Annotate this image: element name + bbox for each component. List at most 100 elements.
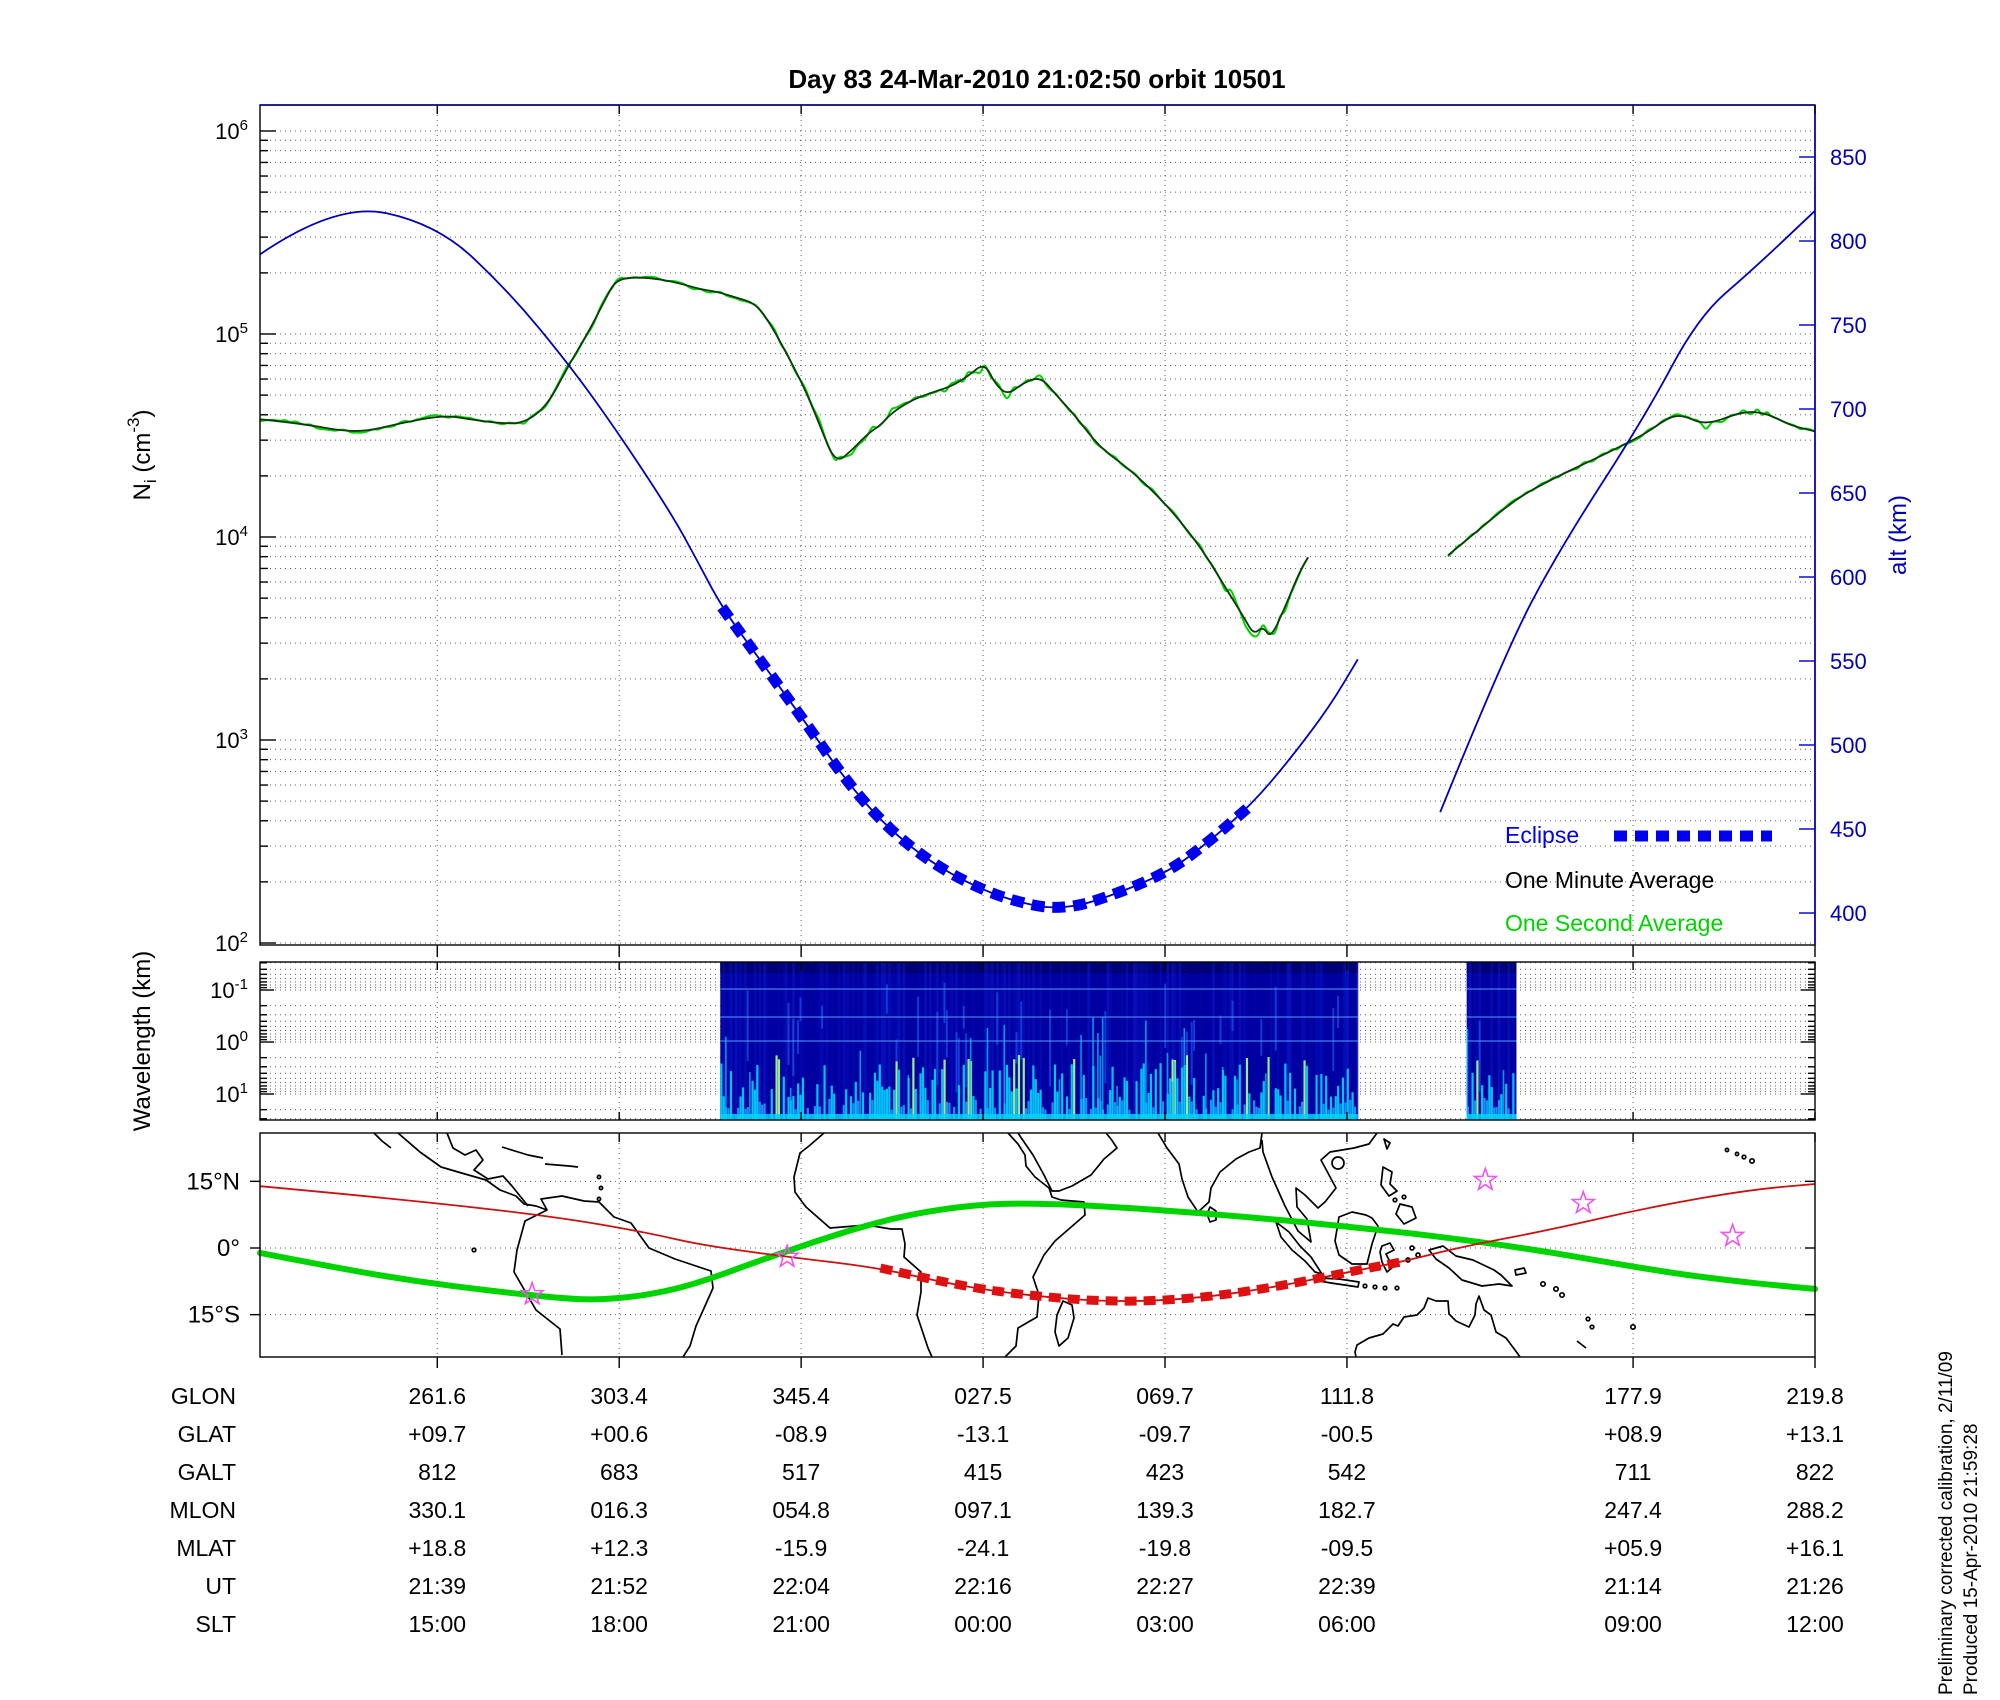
table-cell: 21:52	[590, 1573, 648, 1599]
spec-bottom-streak	[1497, 1099, 1501, 1120]
spec-bottom-streak	[1262, 1081, 1265, 1120]
ground-station-star	[1472, 1166, 1499, 1192]
coast-madagascar	[1054, 1300, 1075, 1347]
spec-bottom-spike	[1003, 1024, 1006, 1120]
table-cell: 016.3	[590, 1497, 648, 1523]
spec-bottom-streak	[1109, 1090, 1112, 1120]
spec-streak	[1164, 983, 1167, 1049]
table-cell: +13.1	[1786, 1421, 1844, 1447]
spec-streak	[1049, 1009, 1052, 1087]
spec-bottom-streak	[1202, 1095, 1205, 1120]
coast-india	[1157, 1132, 1263, 1213]
spec-bottom-streak	[1142, 1063, 1145, 1120]
axes-and-ticks	[250, 104, 1816, 1368]
spec-bottom-spike	[1183, 1028, 1186, 1120]
spec-bottom-streak	[1178, 1101, 1181, 1120]
side-note-line1: Preliminary corrected calibration, 2/11/…	[1936, 1351, 1957, 1695]
spec-bottom-streak	[1303, 1060, 1306, 1120]
spec-bottom-spike	[801, 1077, 804, 1120]
spec-streak	[1231, 1000, 1234, 1031]
table-cell: 09:00	[1604, 1611, 1662, 1637]
spec-bottom-streak	[1073, 1058, 1076, 1120]
table-cell: 711	[1615, 1459, 1652, 1485]
table-cell: 15:00	[408, 1611, 466, 1637]
spec-bottom-streak	[1123, 1077, 1126, 1120]
spec-bottom-streak	[957, 1085, 961, 1120]
spec-bottom-streak	[1488, 1075, 1491, 1120]
map-lat-label: 15°N	[186, 1168, 240, 1195]
spec-streak	[996, 992, 999, 1046]
spec-bottom-streak	[1185, 1055, 1189, 1120]
coast-borneo	[1334, 1211, 1379, 1265]
spec-bottom-streak	[782, 1076, 785, 1120]
spec-bottom-streak	[1301, 1101, 1304, 1120]
spec-bottom-streak	[797, 1083, 800, 1120]
alt-tick-label: 700	[1830, 397, 1867, 422]
alt-tick-label: 550	[1830, 649, 1867, 674]
spec-bottom-streak	[1085, 1097, 1088, 1120]
table-row-label: MLON	[170, 1497, 236, 1523]
spectrogram-box	[259, 961, 1816, 1121]
spec-bottom-streak	[857, 1100, 860, 1120]
spec-bottom-streak	[876, 1080, 879, 1120]
spec-bottom-streak	[989, 1087, 992, 1120]
spec-bottom-streak	[1188, 1096, 1191, 1120]
spec-bottom-streak	[1010, 1091, 1013, 1120]
coast-gulf-yucatan	[446, 1132, 529, 1207]
spec-bottom-streak	[1094, 1107, 1097, 1120]
spec-bottom-streak	[1274, 1088, 1277, 1120]
spec-bottom-streak	[1029, 1089, 1033, 1120]
wavelength-tick-label: 100	[215, 1028, 248, 1055]
coast-africa-west	[793, 1132, 933, 1358]
spec-bottom-streak	[1149, 1073, 1153, 1120]
island-vanuatu-2	[1589, 1324, 1595, 1330]
coast-cuba	[501, 1146, 544, 1159]
table-cell: +16.1	[1786, 1535, 1844, 1561]
eclipse-dashed-curve	[717, 603, 1255, 913]
spec-bottom-streak	[777, 1059, 781, 1120]
spec-bottom-streak	[1490, 1086, 1493, 1120]
spec-bottom-streak	[823, 1065, 826, 1120]
spec-bottom-streak	[1037, 1092, 1040, 1120]
altitude-curve	[259, 210, 1359, 909]
spec-streak	[1190, 1021, 1193, 1085]
spec-bottom-streak	[885, 1088, 889, 1120]
spec-bottom-spike	[789, 1087, 792, 1120]
table-cell: +12.3	[590, 1535, 648, 1561]
table-cell: 027.5	[954, 1383, 1012, 1409]
table-cell: 00:00	[954, 1611, 1012, 1637]
spec-bottom-streak	[1298, 1106, 1301, 1120]
table-cell: 812	[418, 1459, 456, 1485]
spec-bottom-streak	[972, 1096, 975, 1120]
spec-streak	[1193, 1019, 1196, 1051]
spec-bottom-spike	[1080, 1034, 1082, 1120]
spec-bottom-streak	[1320, 1073, 1323, 1120]
spec-bottom-streak	[1293, 1088, 1297, 1120]
table-cell: -00.5	[1321, 1421, 1373, 1447]
spec-bottom-spike	[1166, 1052, 1169, 1120]
side-note-line2: Produced 15-Apr-2010 21:59:28	[1961, 1424, 1982, 1695]
spec-streak	[965, 1033, 968, 1088]
spec-bottom-streak	[1329, 1096, 1333, 1120]
spec-bottom-row	[1466, 1114, 1517, 1120]
spec-bottom-streak	[1224, 1075, 1227, 1120]
spec-bottom-streak	[1111, 1066, 1114, 1120]
spec-bottom-spike	[1171, 1081, 1174, 1120]
spec-bottom-streak	[729, 1071, 733, 1120]
table-row-label: GALT	[178, 1459, 236, 1485]
spec-bottom-streak	[1238, 1064, 1241, 1120]
spec-bottom-streak	[962, 1064, 965, 1120]
spec-bottom-streak	[852, 1103, 855, 1120]
spec-bottom-streak	[746, 1107, 749, 1120]
table-cell: 415	[964, 1459, 1002, 1485]
spec-bottom-row	[720, 1114, 1358, 1120]
spec-bottom-spike	[1097, 1032, 1099, 1120]
spec-bottom-streak	[830, 1085, 833, 1120]
island-moluccas-1	[1409, 1245, 1415, 1251]
spec-streak	[917, 996, 920, 1058]
spec-bottom-streak	[953, 1106, 956, 1120]
table-cell: 03:00	[1136, 1611, 1194, 1637]
spec-bottom-streak	[1056, 1091, 1059, 1120]
coast-arabia	[1017, 1132, 1118, 1192]
